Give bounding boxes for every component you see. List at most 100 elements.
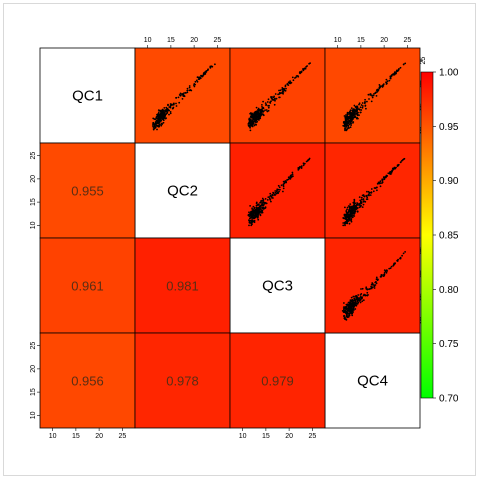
scatter-point [350, 206, 353, 209]
scatter-point [168, 106, 171, 108]
scatter-point [260, 111, 263, 113]
scatter-point [359, 301, 362, 304]
scatter-point [262, 200, 264, 202]
scatter-point [258, 208, 260, 211]
scatter-point [349, 117, 352, 119]
scatter-point [371, 96, 374, 99]
scatter-point [250, 216, 253, 218]
scatter-point [341, 310, 344, 312]
scatter-point [269, 192, 272, 195]
scatter-point [152, 127, 155, 129]
scatter-point [344, 206, 346, 209]
scatter-point [199, 77, 202, 79]
scatter-point [357, 298, 360, 301]
scatter-point [186, 89, 189, 92]
scatter-point [274, 93, 277, 95]
scatter-point [273, 103, 276, 106]
scatter-point [250, 214, 252, 217]
scatter-point [282, 185, 285, 188]
scatter-point [256, 204, 258, 207]
scatter-point [298, 72, 301, 74]
scatter-point [352, 309, 355, 311]
scatter-point [248, 224, 250, 227]
scatter-point [355, 117, 358, 120]
scatter-point [268, 104, 270, 107]
scatter-point [253, 207, 256, 210]
tick-label: 15 [30, 388, 37, 396]
scatter-point [360, 202, 363, 205]
scatter-point [370, 191, 373, 194]
scatter-point [274, 190, 277, 192]
colorbar-tick-label: 0.75 [439, 339, 459, 350]
scatter-point [272, 192, 275, 195]
scatter-point [309, 62, 311, 64]
scatter-point [372, 94, 375, 97]
scatter-point [389, 77, 392, 80]
scatter-point [290, 174, 293, 177]
scatter-point [284, 85, 287, 88]
scatter-point [205, 70, 207, 73]
scatter-point [364, 101, 366, 104]
scatter-point [356, 110, 358, 113]
variable-label-qc3: QC3 [262, 278, 293, 295]
correlation-cell-2-0 [39, 237, 136, 334]
scatter-point [350, 215, 352, 218]
scatter-point [402, 63, 405, 66]
scatter-point [376, 182, 379, 185]
scatter-point [353, 204, 356, 207]
scatter-point [370, 287, 373, 290]
scatter-point [346, 220, 349, 223]
scatter-point [385, 176, 387, 179]
scatter-point [209, 67, 212, 69]
scatter-point [404, 251, 406, 253]
scatter-point [282, 187, 285, 190]
tick-label: 10 [334, 37, 342, 44]
scatter-point [256, 115, 259, 118]
scatter-point [367, 93, 370, 96]
scatter-point [383, 273, 385, 276]
variable-label-qc4: QC4 [357, 373, 388, 390]
scatter-point [249, 129, 252, 132]
scatter-point [371, 282, 374, 284]
scatter-point [152, 121, 155, 124]
scatter-point [290, 81, 293, 84]
scatter-point [190, 89, 193, 92]
scatter-point [360, 288, 362, 290]
scatter-point [249, 217, 252, 219]
scatter-point [373, 287, 376, 289]
scatter-point [297, 75, 300, 78]
scatter-point [346, 309, 349, 312]
scatter-point [271, 98, 274, 101]
scatter-point [346, 222, 348, 225]
scatter-point [342, 222, 345, 224]
scatter-point [379, 185, 382, 188]
scatter-point [350, 118, 352, 121]
scatter-point [354, 207, 356, 210]
scatter-point [258, 119, 260, 121]
scatter-point [342, 121, 345, 123]
scatter-point [248, 221, 251, 224]
scatter-point [394, 72, 397, 75]
scatter-point [248, 214, 250, 217]
scatter-point [156, 128, 158, 131]
scatter-point [279, 92, 282, 94]
scatter-point [353, 198, 356, 201]
scatter-point [376, 189, 378, 192]
scatter-point [259, 207, 261, 210]
scatter-point [249, 122, 252, 124]
scatter-point [169, 111, 172, 113]
scatter-point [262, 100, 264, 103]
scatter-point [161, 109, 164, 112]
scatter-point [157, 109, 160, 111]
scatter-point [350, 113, 353, 115]
scatter-point [257, 214, 259, 217]
scatter-point [356, 210, 359, 213]
scatter-point [345, 125, 348, 128]
scatter-point [375, 282, 378, 285]
scatter-point [266, 101, 269, 103]
scatter-point [389, 267, 392, 270]
scatter-point [389, 171, 391, 173]
scatter-point [162, 121, 165, 124]
scatter-point [259, 213, 262, 216]
scatter-point [375, 91, 377, 94]
